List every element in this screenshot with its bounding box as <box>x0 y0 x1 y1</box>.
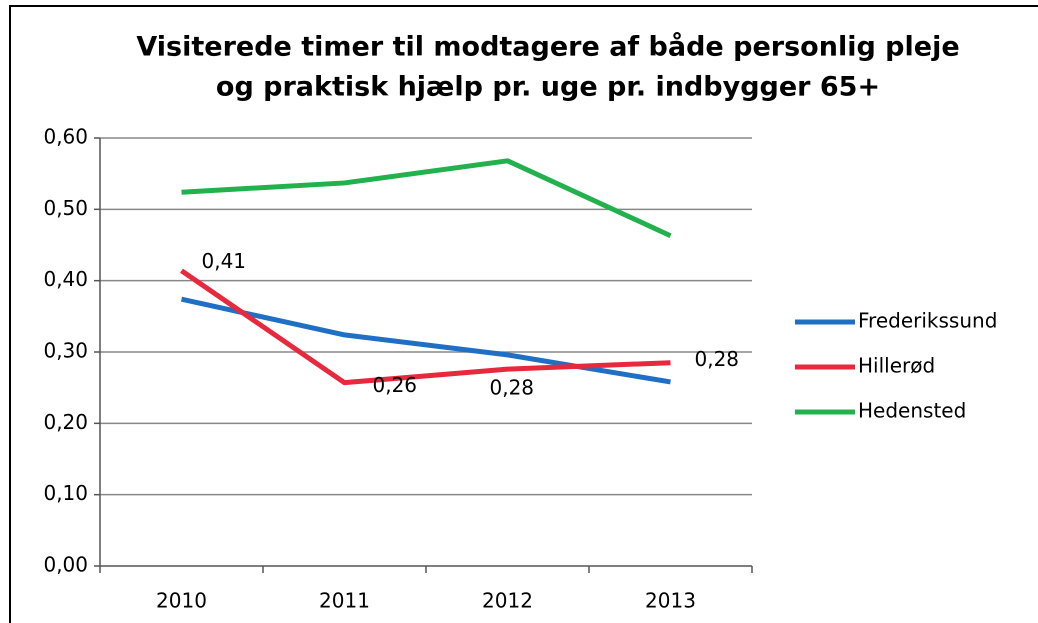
chart-title: og praktisk hjælp pr. uge pr. indbygger … <box>216 72 880 103</box>
data-label: 0,41 <box>202 249 247 273</box>
frame <box>9 5 1038 623</box>
series-line <box>181 158 672 238</box>
chart-title: Visiterede timer til modtagere af både p… <box>136 31 959 63</box>
x-tick-label: 2013 <box>645 589 696 613</box>
x-tick-label: 2012 <box>482 589 533 613</box>
series-line <box>180 296 671 385</box>
data-label: 0,26 <box>373 373 418 397</box>
y-tick-label: 0,00 <box>43 553 88 577</box>
series-line <box>180 268 671 386</box>
x-tick-label: 2011 <box>319 589 370 613</box>
legend-label: Hedensted <box>858 399 966 423</box>
legend-label: Hillerød <box>858 354 935 378</box>
y-tick-label: 0,20 <box>43 410 88 434</box>
data-label: 0,28 <box>695 347 740 371</box>
data-label: 0,28 <box>490 376 535 400</box>
y-tick-label: 0,30 <box>43 339 88 363</box>
y-tick-label: 0,60 <box>43 125 88 149</box>
x-tick-label: 2010 <box>156 589 207 613</box>
y-tick-label: 0,10 <box>43 481 88 505</box>
legend-label: Frederikssund <box>858 309 997 333</box>
y-tick-label: 0,50 <box>43 196 88 220</box>
y-tick-label: 0,40 <box>43 267 88 291</box>
